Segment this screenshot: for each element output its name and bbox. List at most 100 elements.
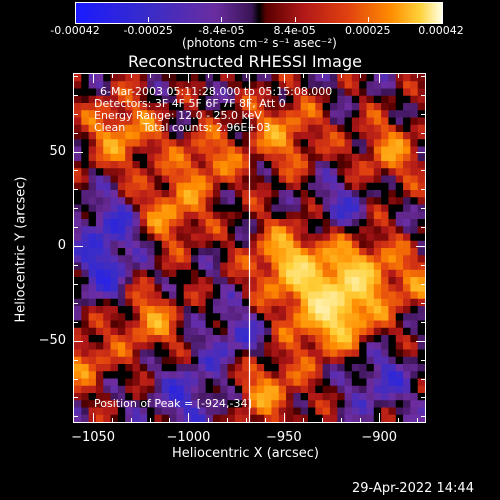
heatmap-cell	[147, 313, 156, 322]
x-tick-label: −1000	[166, 430, 211, 445]
heatmap-cell	[256, 95, 265, 104]
heatmap-cell	[198, 371, 207, 380]
heatmap-cell	[388, 88, 397, 97]
heatmap-cell	[417, 291, 425, 300]
heatmap-cell	[205, 291, 214, 300]
colorbar-tick-label: 0.00042	[418, 24, 464, 37]
heatmap-cell	[205, 233, 214, 242]
heatmap-cell	[308, 335, 316, 343]
heatmap-cell	[125, 414, 134, 422]
heatmap-cell	[256, 211, 265, 220]
heatmap-cell	[147, 219, 156, 227]
heatmap-cell	[300, 262, 309, 271]
heatmap-cell	[147, 175, 156, 184]
heatmap-cell	[110, 103, 119, 111]
heatmap-cell	[161, 240, 170, 249]
heatmap-cell	[329, 139, 338, 148]
heatmap-cell	[81, 320, 90, 329]
heatmap-cell	[95, 255, 104, 264]
heatmap-cell	[337, 269, 346, 278]
heatmap-cell	[183, 182, 192, 191]
heatmap-cell	[329, 291, 338, 300]
heatmap-cell	[81, 226, 90, 235]
heatmap-cell	[293, 233, 302, 242]
heatmap-cell	[286, 327, 294, 336]
heatmap-cell	[410, 168, 419, 177]
heatmap-cell	[95, 356, 104, 365]
heatmap-cell	[344, 161, 353, 169]
heatmap-cell	[256, 378, 265, 387]
heatmap-cell	[176, 190, 185, 198]
heatmap-cell	[183, 88, 192, 97]
heatmap-cell	[205, 277, 214, 285]
heatmap-cell	[249, 284, 258, 293]
heatmap-cell	[337, 153, 346, 162]
heatmap-cell	[249, 393, 258, 401]
heatmap-cell	[220, 277, 229, 285]
heatmap-cell	[212, 306, 221, 314]
heatmap-cell	[234, 95, 243, 104]
heatmap-cell	[293, 168, 302, 177]
heatmap-cell	[388, 356, 397, 365]
heatmap-cell	[278, 124, 287, 133]
heatmap-cell	[286, 226, 294, 235]
heatmap-cell	[264, 277, 273, 285]
heatmap-cell	[154, 88, 163, 97]
heatmap-cell	[293, 81, 302, 90]
heatmap-cell	[395, 414, 404, 422]
heatmap-cell	[366, 175, 375, 184]
heatmap-cell	[81, 248, 90, 256]
heatmap-cell	[366, 139, 375, 148]
heatmap-cell	[154, 132, 163, 140]
heatmap-cell	[117, 371, 126, 380]
heatmap-cell	[403, 342, 411, 351]
heatmap-cell	[242, 88, 251, 97]
heatmap-cell	[300, 153, 309, 162]
heatmap-cell	[351, 233, 360, 242]
heatmap-cell	[359, 204, 368, 213]
heatmap-cell	[88, 378, 97, 387]
heatmap-cell	[234, 204, 243, 213]
heatmap-cell	[242, 146, 251, 155]
heatmap-cell	[395, 103, 404, 111]
heatmap-cell	[329, 204, 338, 213]
heatmap-cell	[286, 110, 294, 119]
heatmap-cell	[117, 153, 126, 162]
heatmap-cell	[234, 277, 243, 285]
heatmap-cell	[81, 277, 90, 285]
heatmap-cell	[81, 190, 90, 198]
heatmap-cell	[103, 110, 112, 119]
heatmap-cell	[95, 371, 104, 380]
heatmap-cell	[242, 407, 251, 416]
x-minor-tick	[302, 418, 304, 422]
heatmap-cell	[337, 349, 346, 358]
heatmap-cell	[249, 175, 258, 184]
heatmap-cell	[88, 385, 97, 394]
heatmap-cell	[147, 284, 156, 293]
heatmap-cell	[271, 103, 280, 111]
heatmap-cell	[132, 197, 141, 206]
heatmap-cell	[249, 124, 258, 133]
heatmap-cell	[344, 364, 353, 372]
heatmap-cell	[388, 146, 397, 155]
colorbar-tick-mark	[367, 17, 369, 22]
heatmap-cell	[169, 161, 177, 169]
heatmap-cell	[169, 124, 177, 133]
heatmap-cell	[212, 364, 221, 372]
y-minor-tick	[74, 208, 78, 210]
heatmap-cell	[81, 175, 90, 184]
heatmap-cell	[74, 74, 82, 82]
heatmap-cell	[110, 197, 119, 206]
heatmap-cell	[256, 139, 265, 148]
heatmap-cell	[161, 74, 170, 82]
heatmap-cell	[278, 306, 287, 314]
heatmap-cell	[139, 414, 148, 422]
heatmap-cell	[278, 385, 287, 394]
heatmap-cell	[88, 320, 97, 329]
heatmap-cell	[176, 168, 185, 177]
heatmap-cell	[249, 356, 258, 365]
heatmap-cell	[191, 103, 199, 111]
heatmap-cell	[103, 407, 112, 416]
heatmap-cell	[410, 95, 419, 104]
heatmap-cell	[395, 124, 404, 133]
